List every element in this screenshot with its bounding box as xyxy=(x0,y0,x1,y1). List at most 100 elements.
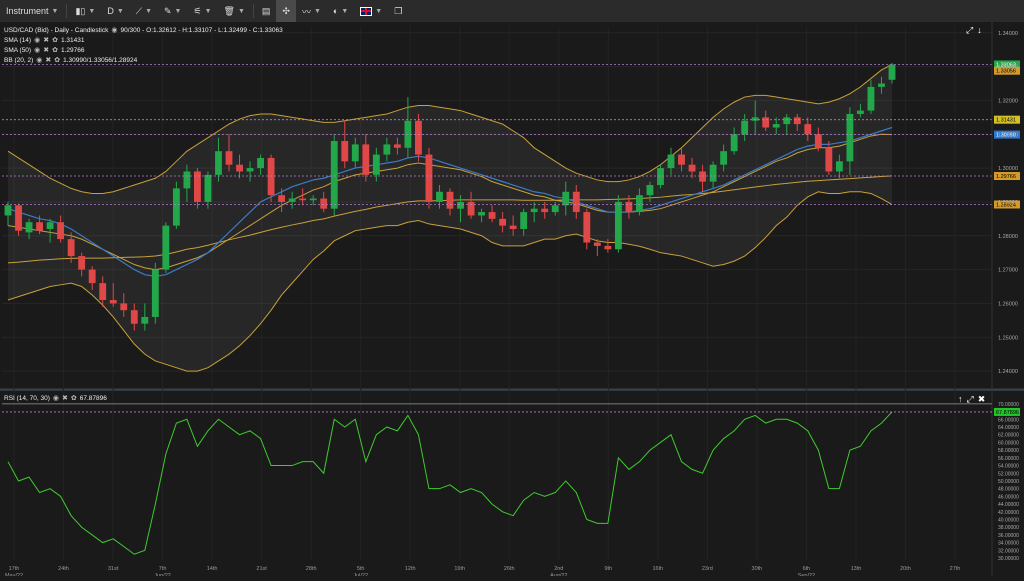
indicators-icon: 〰 xyxy=(301,6,311,17)
candle-body xyxy=(667,154,675,169)
chevron-down-icon: ▼ xyxy=(116,7,124,15)
chevron-down-icon: ▼ xyxy=(174,7,182,15)
time-tick-label: 5th xyxy=(357,566,365,572)
candle-body xyxy=(583,212,591,243)
eye-icon[interactable]: ◉ xyxy=(34,37,41,44)
time-tick-label: 2nd xyxy=(554,566,563,572)
candle-body xyxy=(288,198,296,202)
time-tick-label: 26th xyxy=(504,566,515,572)
expand-icon[interactable]: ⤢ xyxy=(966,394,974,404)
candle-body xyxy=(320,198,328,209)
sma50-value: 1.29766 xyxy=(60,46,85,54)
arrow-down-icon[interactable]: ↓ xyxy=(977,25,982,35)
indicators-button[interactable]: 〰 ▼ xyxy=(296,0,327,22)
candle-body xyxy=(572,191,580,213)
candle-body xyxy=(162,225,170,270)
chart-type-button[interactable]: ▮▯ ▼ xyxy=(69,0,101,22)
price-tick-label: 1.32000 xyxy=(998,98,1018,104)
candle-body xyxy=(857,110,864,114)
close-icon[interactable]: ✖ xyxy=(62,395,68,402)
rsi-tick-label: 56.00000 xyxy=(998,456,1019,462)
candle-body xyxy=(825,147,833,172)
price-badge-text: 1.29766 xyxy=(996,174,1016,180)
candle-body xyxy=(257,157,264,169)
rsi-legend: RSI (14, 70, 30) ◉ ✖ ✿ 67.87896 xyxy=(4,394,107,403)
sma14-legend: SMA (14) ◉ ✖ ✿ 1.31431 xyxy=(4,36,84,45)
candle-body xyxy=(488,212,496,219)
candle-body xyxy=(478,212,485,216)
popout-icon: ❐ xyxy=(394,5,403,16)
candle-body xyxy=(78,256,86,270)
time-tick-label: 16th xyxy=(652,566,663,572)
eye-icon[interactable]: ◉ xyxy=(111,27,118,34)
candle-body xyxy=(499,218,507,226)
candle-body xyxy=(415,120,422,155)
gear-icon[interactable]: ✿ xyxy=(52,47,58,54)
candle-body xyxy=(57,222,65,240)
close-icon[interactable]: ✖ xyxy=(43,37,50,44)
crosshair-button[interactable]: ✣ xyxy=(276,0,296,22)
expand-icon[interactable]: ⤢ xyxy=(966,25,974,35)
gear-icon[interactable]: ✿ xyxy=(54,57,61,64)
price-badge-text: 1.33056 xyxy=(996,69,1016,75)
popout-button[interactable]: ❐ xyxy=(388,0,408,22)
eye-icon[interactable]: ◉ xyxy=(52,395,59,402)
price-badge-text: 1.33063 xyxy=(996,62,1016,68)
rsi-badge-text: 67.87896 xyxy=(996,410,1019,416)
fibonacci-tool-button[interactable]: ⚟ ▼ xyxy=(187,0,217,22)
timeframe-dropdown[interactable]: D ▼ xyxy=(101,0,129,22)
candle-body xyxy=(625,201,633,213)
rsi-tick-label: 64.00000 xyxy=(998,425,1019,431)
rsi-tick-label: 36.00000 xyxy=(998,533,1019,539)
theme-button[interactable]: ◐ ▼ xyxy=(327,0,354,22)
price-badge-text: 1.28924 xyxy=(996,202,1016,208)
candle-body xyxy=(278,195,286,202)
rsi-tick-label: 46.00000 xyxy=(998,494,1019,500)
candle-body xyxy=(530,208,538,213)
delete-tool-button[interactable]: 🗑 ▼ xyxy=(218,0,251,22)
candle-body xyxy=(267,157,275,196)
pencil-icon: ✎ xyxy=(164,5,172,16)
layout-button[interactable]: ▤ xyxy=(256,0,277,22)
gear-icon[interactable]: ✿ xyxy=(70,395,77,402)
candle-body xyxy=(236,164,243,172)
close-icon[interactable]: ✖ xyxy=(977,394,986,404)
candle-body xyxy=(120,303,128,311)
candle-body xyxy=(330,141,338,209)
candle-body xyxy=(678,154,685,165)
candle-body xyxy=(88,269,96,284)
gear-icon[interactable]: ✿ xyxy=(52,37,58,44)
line-tool-button[interactable]: ⟋ ▼ xyxy=(130,0,158,22)
time-tick-label: 27th xyxy=(950,566,961,572)
close-icon[interactable]: ✖ xyxy=(45,57,52,64)
eye-icon[interactable]: ◉ xyxy=(34,47,41,54)
palette-icon: ◐ xyxy=(332,6,339,16)
candle-body xyxy=(141,316,149,324)
pane-divider xyxy=(0,388,1024,390)
instrument-dropdown[interactable]: Instrument ▼ xyxy=(0,0,64,22)
price-tick-label: 1.31000 xyxy=(998,132,1018,138)
pen-tool-button[interactable]: ✎ ▼ xyxy=(158,0,187,22)
language-button[interactable]: ▼ xyxy=(354,0,388,22)
bb-value: 1.30990/1.33056/1.28924 xyxy=(63,56,138,64)
eye-icon[interactable]: ◉ xyxy=(36,57,43,64)
candle-body xyxy=(709,164,717,182)
time-tick-label: 20th xyxy=(900,566,911,572)
candle-body xyxy=(436,191,443,202)
candle-body xyxy=(109,300,117,304)
candle-body xyxy=(772,124,780,128)
close-icon[interactable]: ✖ xyxy=(43,47,50,54)
sma50-label: SMA (50) xyxy=(4,46,32,54)
candle-body xyxy=(151,269,159,317)
price-badge xyxy=(994,115,1020,124)
rsi-line xyxy=(7,411,893,555)
candle-body xyxy=(804,124,812,135)
candle-body xyxy=(593,242,601,246)
candle-body xyxy=(614,201,622,250)
candle-body xyxy=(36,222,43,231)
candle-body xyxy=(888,64,896,80)
rsi-tick-label: 44.00000 xyxy=(998,502,1019,508)
chart-area[interactable]: 1.33063 1.33056 1.31431 1.30990 1.29766 1.289… xyxy=(0,22,1024,579)
arrow-up-icon[interactable]: ↑ xyxy=(958,394,963,404)
